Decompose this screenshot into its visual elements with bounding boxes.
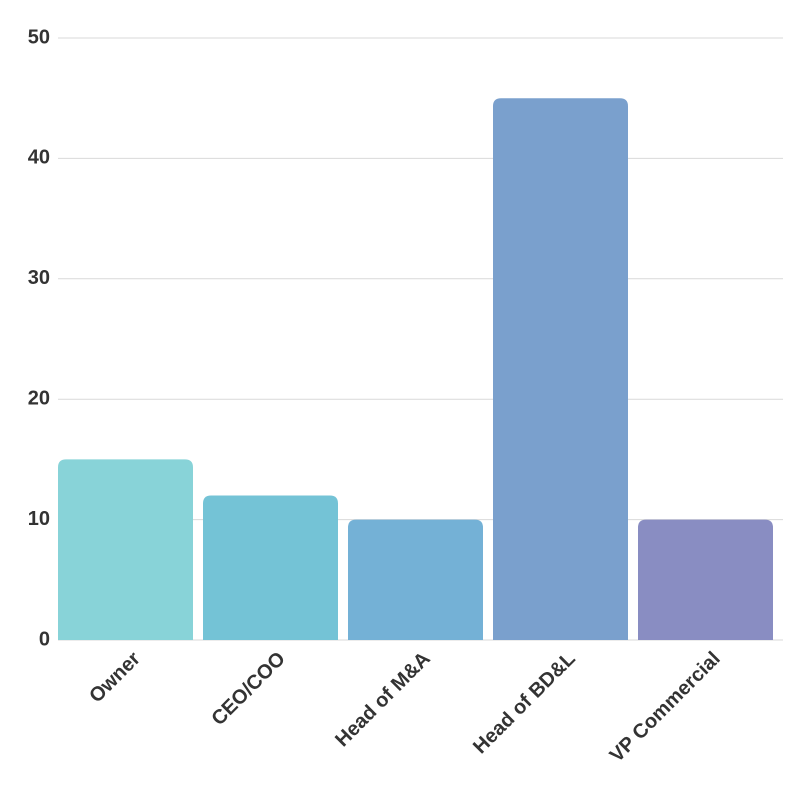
bar — [493, 98, 628, 640]
x-tick-label: Head of M&A — [331, 648, 435, 752]
x-tick-label: Head of BD&L — [469, 648, 580, 759]
x-tick-label: CEO/COO — [207, 648, 289, 730]
y-tick-label: 30 — [28, 267, 50, 289]
y-tick-label: 50 — [28, 26, 50, 48]
x-tick-label: Owner — [85, 648, 145, 708]
bar — [203, 495, 338, 640]
bar — [58, 459, 193, 640]
y-tick-label: 40 — [28, 147, 50, 169]
bar — [638, 519, 773, 640]
y-tick-label: 10 — [28, 508, 50, 530]
y-tick-label: 20 — [28, 387, 50, 409]
x-tick-label: VP Commercial — [606, 648, 725, 767]
y-tick-label: 0 — [39, 628, 50, 650]
bar — [348, 519, 483, 640]
